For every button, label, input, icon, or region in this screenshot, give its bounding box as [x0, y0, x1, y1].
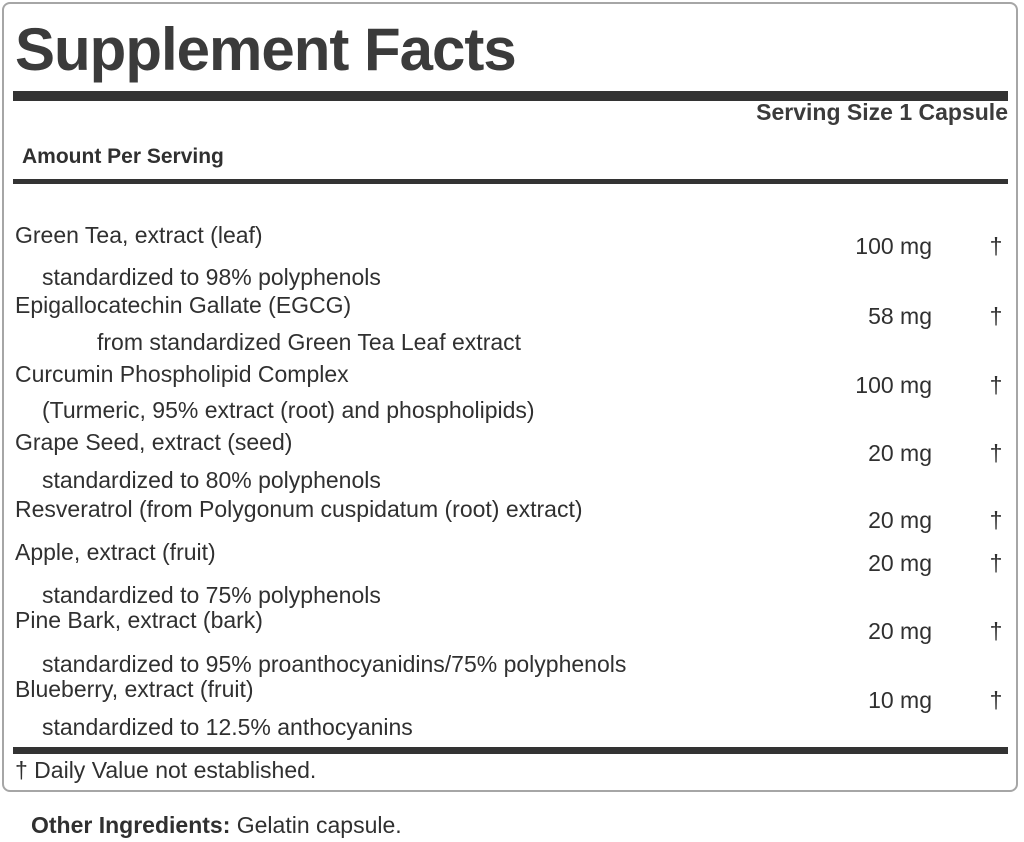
panel-title: Supplement Facts	[15, 16, 517, 83]
daily-value-dagger: †	[989, 550, 1003, 576]
ingredient-amount: 20 mg	[868, 507, 932, 533]
ingredient-amount: 10 mg	[868, 687, 932, 713]
ingredient-name: Blueberry, extract (fruit)	[15, 676, 254, 702]
ingredient-standardization: (Turmeric, 95% extract (root) and phosph…	[42, 397, 535, 423]
ingredient-name: Apple, extract (fruit)	[15, 539, 216, 565]
ingredient-name: Curcumin Phospholipid Complex	[15, 361, 349, 387]
ingredient-name: Resveratrol (from Polygonum cuspidatum (…	[15, 496, 583, 522]
ingredient-row-pine-bark: Pine Bark, extract (bark) 20 mg †	[0, 607, 1024, 644]
ingredient-name: Grape Seed, extract (seed)	[15, 429, 293, 455]
ingredient-standardization: standardized to 12.5% anthocyanins	[42, 714, 413, 740]
ingredient-amount: 58 mg	[868, 303, 932, 329]
other-ingredients-label: Other Ingredients:	[31, 812, 231, 838]
daily-value-dagger: †	[989, 618, 1003, 644]
facts-panel-border	[2, 2, 1018, 792]
thick-divider-top	[13, 91, 1008, 101]
daily-value-dagger: †	[989, 233, 1003, 259]
daily-value-dagger: †	[989, 440, 1003, 466]
daily-value-dagger: †	[989, 372, 1003, 398]
ingredient-amount: 20 mg	[868, 440, 932, 466]
daily-value-dagger: †	[989, 303, 1003, 329]
ingredient-name: Pine Bark, extract (bark)	[15, 607, 263, 633]
other-ingredients: Other Ingredients: Gelatin capsule.	[31, 812, 402, 839]
other-ingredients-value: Gelatin capsule.	[230, 812, 402, 838]
thick-divider-bottom	[13, 747, 1008, 754]
ingredient-standardization: standardized to 98% polyphenols	[42, 264, 381, 290]
divider-under-header	[13, 179, 1008, 184]
ingredient-row-resveratrol: Resveratrol (from Polygonum cuspidatum (…	[0, 496, 1024, 533]
ingredient-standardization: standardized to 95% proanthocyanidins/75…	[42, 651, 627, 677]
ingredient-name: Epigallocatechin Gallate (EGCG)	[15, 292, 352, 318]
ingredient-amount: 20 mg	[868, 618, 932, 644]
ingredient-amount: 20 mg	[868, 550, 932, 576]
ingredient-amount: 100 mg	[855, 233, 932, 259]
ingredient-standardization: standardized to 75% polyphenols	[42, 582, 381, 608]
ingredient-row-blueberry: Blueberry, extract (fruit) 10 mg †	[0, 676, 1024, 713]
ingredient-standardization: standardized to 80% polyphenols	[42, 467, 381, 493]
ingredient-row-apple: Apple, extract (fruit) 20 mg †	[0, 539, 1024, 576]
serving-size: Serving Size 1 Capsule	[756, 99, 1008, 125]
daily-value-dagger: †	[989, 507, 1003, 533]
ingredient-row-grape-seed: Grape Seed, extract (seed) 20 mg †	[0, 429, 1024, 466]
amount-per-serving-header: Amount Per Serving	[22, 145, 224, 168]
ingredient-name: Green Tea, extract (leaf)	[15, 222, 263, 248]
ingredient-amount: 100 mg	[855, 372, 932, 398]
ingredient-row-egcg: Epigallocatechin Gallate (EGCG) 58 mg †	[0, 292, 1024, 329]
daily-value-dagger: †	[989, 687, 1003, 713]
ingredient-row-green-tea: Green Tea, extract (leaf) 100 mg †	[0, 222, 1024, 259]
ingredient-row-curcumin: Curcumin Phospholipid Complex 100 mg †	[0, 361, 1024, 398]
ingredient-standardization: from standardized Green Tea Leaf extract	[97, 329, 522, 355]
daily-value-footnote: † Daily Value not established.	[15, 757, 317, 783]
